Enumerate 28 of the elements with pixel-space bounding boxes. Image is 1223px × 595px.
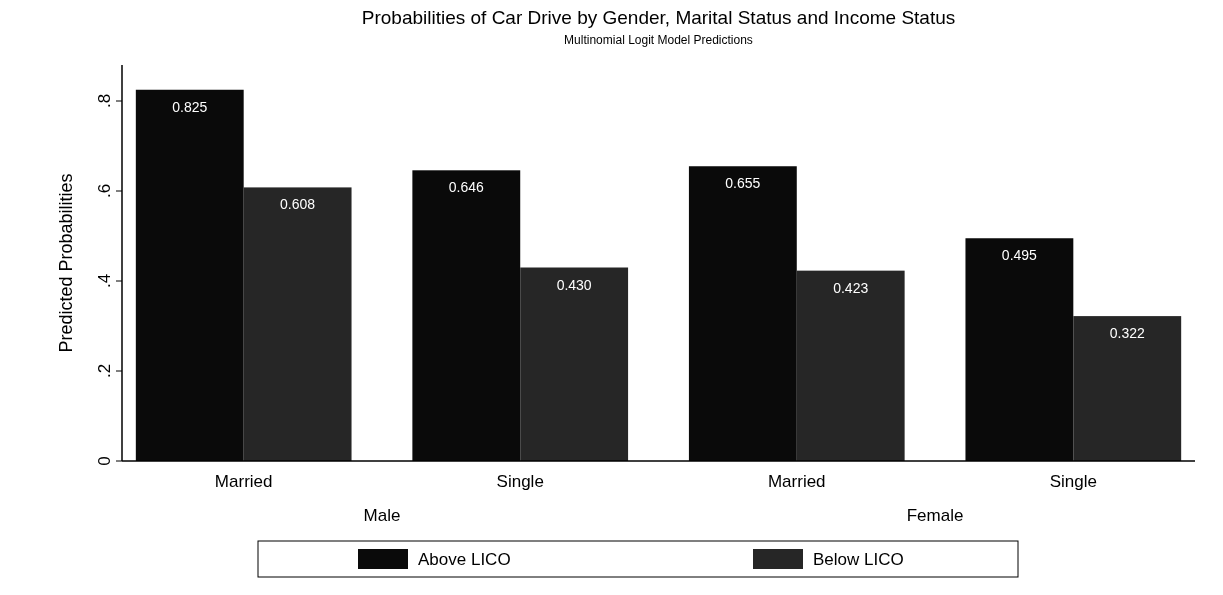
data-label: 0.430 — [556, 276, 592, 293]
x-tick-label: Married — [214, 472, 273, 491]
y-tick-label: .2 — [95, 363, 114, 379]
text: Male — [363, 506, 401, 525]
bar — [796, 270, 905, 461]
data-label: 0.608 — [280, 196, 316, 213]
legend-label: Above LICO — [418, 550, 511, 569]
bar — [243, 187, 352, 461]
data-label: 0.423 — [833, 279, 869, 296]
bar — [520, 267, 629, 461]
y-tick-label: 0 — [95, 456, 114, 466]
y-axis-title: Predicted Probabilities — [56, 173, 76, 353]
data-label: 0.646 — [448, 179, 485, 196]
chart-title: Probabilities of Car Drive by Gender, Marital Status and Income Status — [361, 7, 956, 28]
data-label: 0.825 — [172, 98, 208, 115]
x-tick-label: Married — [767, 472, 826, 491]
legend-label: Below LICO — [813, 550, 904, 569]
y-tick-label: .4 — [95, 273, 114, 289]
text: Female — [906, 506, 964, 525]
x-tick-label: Single — [496, 472, 544, 491]
bar — [1073, 316, 1182, 461]
y-tick-label: .6 — [95, 183, 114, 199]
chart-subtitle: Multinomial Logit Model Predictions — [564, 33, 753, 47]
data-label: 0.495 — [1001, 247, 1038, 264]
x-tick-label: Single — [1049, 472, 1097, 491]
y-tick-label: .8 — [95, 93, 114, 109]
data-label: 0.322 — [1109, 325, 1145, 342]
data-label: 0.655 — [725, 175, 761, 192]
